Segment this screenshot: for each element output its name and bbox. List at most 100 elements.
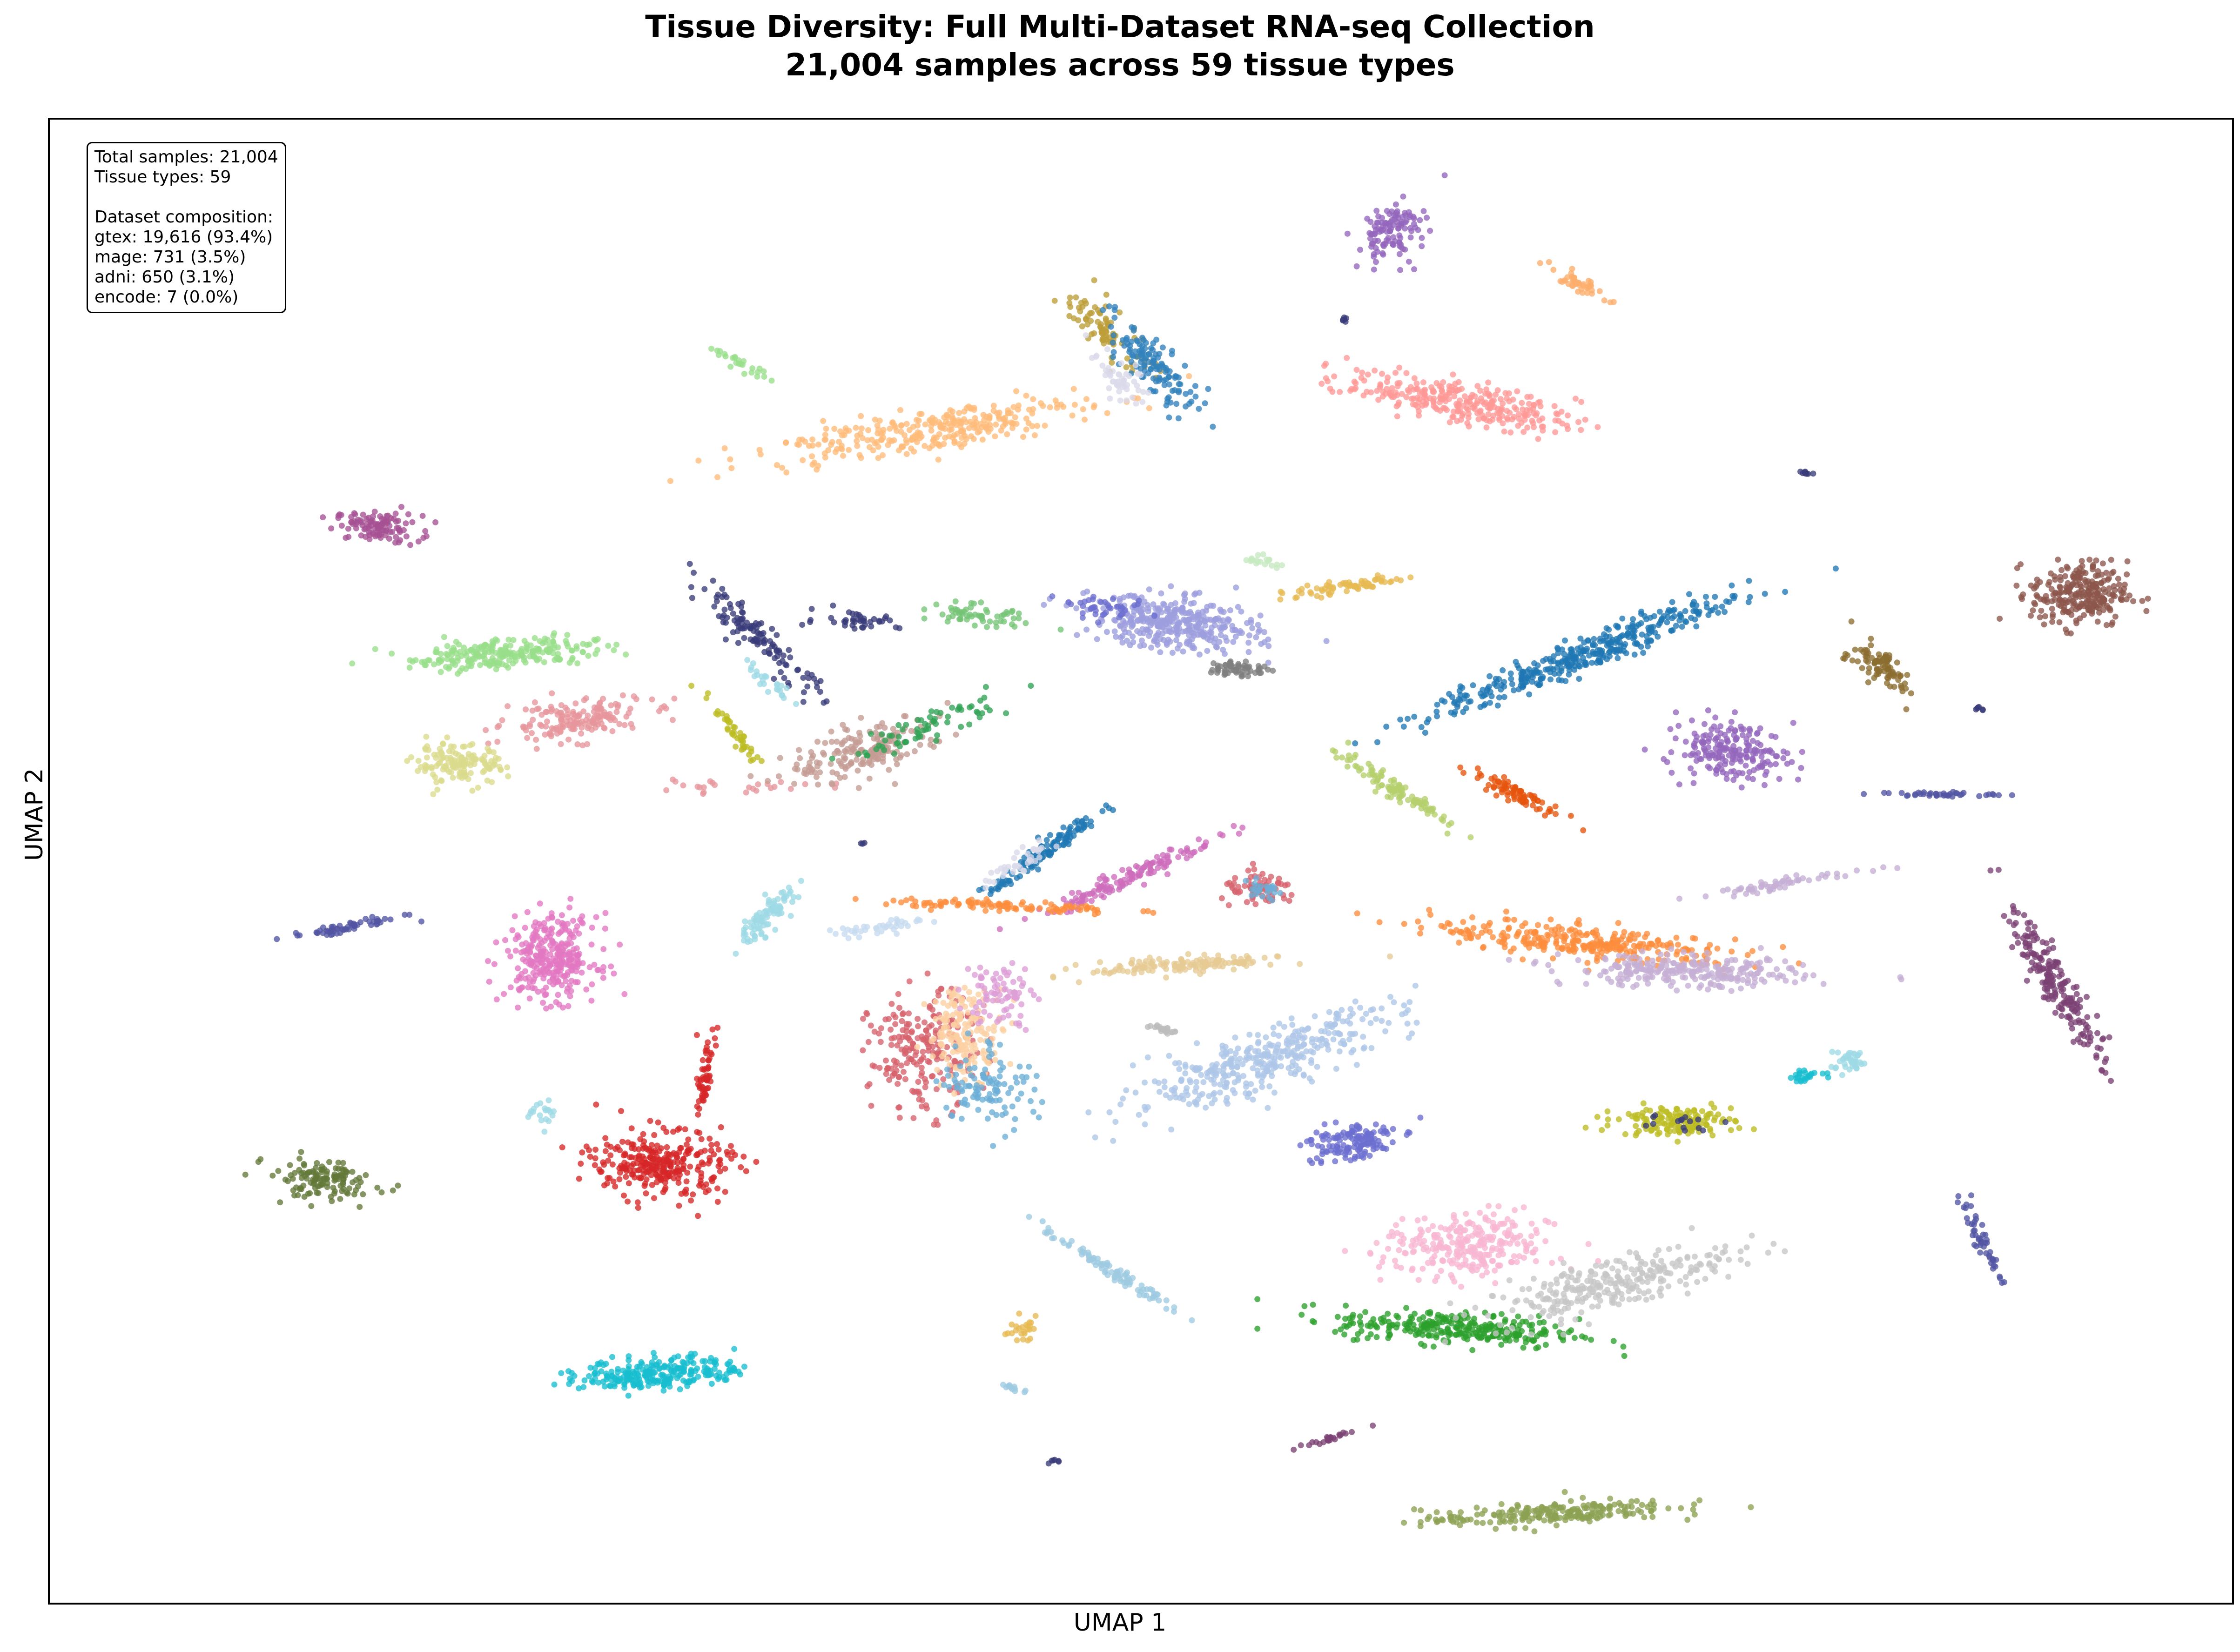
sample-point [1066,829,1072,835]
sample-point [1196,406,1202,412]
sample-point [1040,403,1046,409]
sample-point [1164,398,1170,405]
sample-point [2119,597,2125,604]
sample-point [1139,399,1146,405]
sample-point [1079,894,1086,900]
sample-point [1333,754,1340,761]
sample-point [1537,260,1543,266]
sample-point [1222,634,1229,641]
sample-point [1868,636,1874,642]
sample-point [1737,758,1744,765]
sample-point [1298,590,1305,597]
sample-point [1493,792,1500,799]
sample-point [2116,581,2123,588]
sample-point [1655,622,1662,628]
sample-point [1051,297,1058,304]
sample-point [743,789,749,796]
sample-point [406,665,413,671]
sample-point [1138,618,1144,624]
sample-point [1405,716,1411,722]
sample-point [1691,598,1697,605]
sample-point [806,443,812,449]
sample-point [450,774,456,781]
sample-point [527,948,533,955]
cluster-0 [320,504,439,548]
sample-point [1477,388,1483,394]
sample-point [1561,651,1567,657]
sample-point [822,431,828,438]
sample-point [857,430,864,437]
sample-point [1912,792,1918,799]
sample-point [1585,637,1591,644]
sample-point [568,988,574,994]
sample-point [531,985,538,992]
sample-point [1089,890,1096,897]
sample-point [515,1004,521,1011]
sample-point [1155,354,1161,361]
sample-point [793,701,799,707]
sample-point [1569,266,1575,272]
sample-point [1784,750,1790,757]
sample-point [2092,580,2099,587]
sample-point [1486,684,1492,690]
sample-point [1457,683,1464,690]
sample-point [1638,608,1645,615]
sample-point [807,617,814,623]
sample-point [1032,432,1038,438]
sample-point [529,730,535,736]
sample-point [1428,384,1435,390]
sample-point [2083,582,2090,589]
sample-point [2124,571,2130,578]
sample-point [1371,253,1377,260]
sample-point [1450,414,1457,420]
cluster-45 [274,912,424,942]
sample-point [415,758,422,764]
sample-point [2009,792,2015,799]
sample-point [841,618,848,625]
sample-point [1540,658,1546,664]
sample-point [1466,698,1472,705]
sample-point [742,924,749,931]
sample-point [1177,381,1184,388]
sample-point [1088,605,1095,611]
sample-point [2094,618,2101,625]
sample-point [858,455,864,461]
sample-point [1672,735,1679,742]
sample-point [2124,558,2131,564]
sample-point [1855,658,1861,665]
cluster-41 [733,878,804,957]
sample-point [1057,626,1064,633]
sample-point [840,722,846,728]
sample-point [899,726,906,732]
sample-point [1277,596,1284,603]
sample-point [1592,642,1598,648]
sample-point [1298,586,1305,592]
sample-point [572,979,578,985]
sample-point [1151,637,1158,643]
sample-point [841,774,848,780]
sample-point [1266,895,1272,901]
sample-point [1103,629,1110,635]
sample-point [1129,324,1135,330]
sample-point [451,744,457,750]
sample-point [1092,304,1098,310]
sample-point [928,907,934,913]
sample-point [1671,613,1677,619]
sample-point [850,618,856,624]
sample-point [1641,746,1648,753]
sample-point [1100,873,1106,879]
cluster-18 [708,345,775,384]
sample-point [1713,735,1719,742]
sample-point [531,635,538,641]
sample-point [720,619,726,625]
sample-point [1151,612,1157,619]
sample-point [1178,848,1184,854]
sample-point [663,705,669,712]
sample-point [1608,639,1614,645]
sample-point [1067,304,1074,310]
sample-point [934,732,941,739]
sample-point [2030,607,2036,614]
sample-point [1360,772,1367,779]
sample-point [1075,317,1082,323]
sample-point [585,652,592,659]
